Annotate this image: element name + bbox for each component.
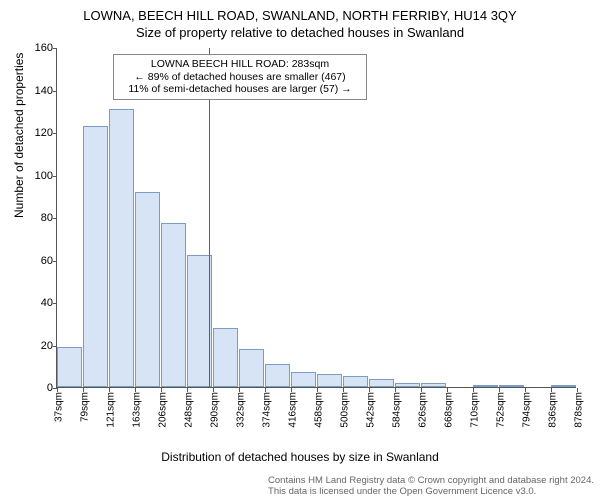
page-title: LOWNA, BEECH HILL ROAD, SWANLAND, NORTH … xyxy=(0,0,600,23)
histogram-bar xyxy=(369,379,394,388)
x-tick-label: 878sqm xyxy=(570,392,585,428)
x-tick-label: 500sqm xyxy=(336,392,351,428)
annotation-line-3: 11% of semi-detached houses are larger (… xyxy=(120,83,360,96)
histogram-bar xyxy=(291,372,316,387)
histogram-bar xyxy=(83,126,108,387)
histogram-bar xyxy=(499,385,524,387)
x-tick-label: 121sqm xyxy=(102,392,117,428)
histogram-bar xyxy=(57,347,82,387)
annotation-box: LOWNA BEECH HILL ROAD: 283sqm← 89% of de… xyxy=(113,54,367,100)
histogram-bar xyxy=(161,223,186,387)
chart-area: 02040608010012014016037sqm79sqm121sqm163… xyxy=(56,48,576,388)
x-axis-label: Distribution of detached houses by size … xyxy=(0,450,600,464)
footer-attribution: Contains HM Land Registry data © Crown c… xyxy=(268,476,594,498)
footer-line-2: This data is licensed under the Open Gov… xyxy=(268,487,594,498)
x-tick-label: 416sqm xyxy=(284,392,299,428)
x-tick-label: 794sqm xyxy=(518,392,533,428)
x-tick-label: 668sqm xyxy=(440,392,455,428)
x-tick-label: 332sqm xyxy=(232,392,247,428)
x-tick-label: 836sqm xyxy=(544,392,559,428)
x-tick-label: 542sqm xyxy=(362,392,377,428)
x-tick-label: 206sqm xyxy=(154,392,169,428)
x-tick-label: 290sqm xyxy=(206,392,221,428)
x-tick-label: 248sqm xyxy=(180,392,195,428)
x-tick-label: 626sqm xyxy=(414,392,429,428)
histogram-bar xyxy=(551,385,576,387)
x-tick-label: 37sqm xyxy=(50,392,65,422)
histogram-bar xyxy=(473,385,498,387)
annotation-line-1: LOWNA BEECH HILL ROAD: 283sqm xyxy=(120,58,360,71)
histogram-bar xyxy=(317,374,342,387)
x-tick-label: 584sqm xyxy=(388,392,403,428)
annotation-line-2: ← 89% of detached houses are smaller (46… xyxy=(120,71,360,84)
histogram-bar xyxy=(135,192,160,388)
x-tick-label: 163sqm xyxy=(128,392,143,428)
x-tick-label: 458sqm xyxy=(310,392,325,428)
histogram-bar xyxy=(395,383,420,387)
x-tick-label: 752sqm xyxy=(492,392,507,428)
histogram-bar xyxy=(187,255,212,387)
x-tick-label: 79sqm xyxy=(76,392,91,422)
histogram-bar xyxy=(213,328,238,388)
histogram-bar xyxy=(421,383,446,387)
y-axis-label: Number of detached properties xyxy=(12,53,26,218)
plot-region: 02040608010012014016037sqm79sqm121sqm163… xyxy=(56,48,576,388)
histogram-bar xyxy=(265,364,290,387)
histogram-bar xyxy=(109,109,134,387)
x-tick-label: 374sqm xyxy=(258,392,273,428)
page-subtitle: Size of property relative to detached ho… xyxy=(0,23,600,40)
histogram-bar xyxy=(239,349,264,387)
x-tick-label: 710sqm xyxy=(466,392,481,428)
histogram-bar xyxy=(343,376,368,387)
